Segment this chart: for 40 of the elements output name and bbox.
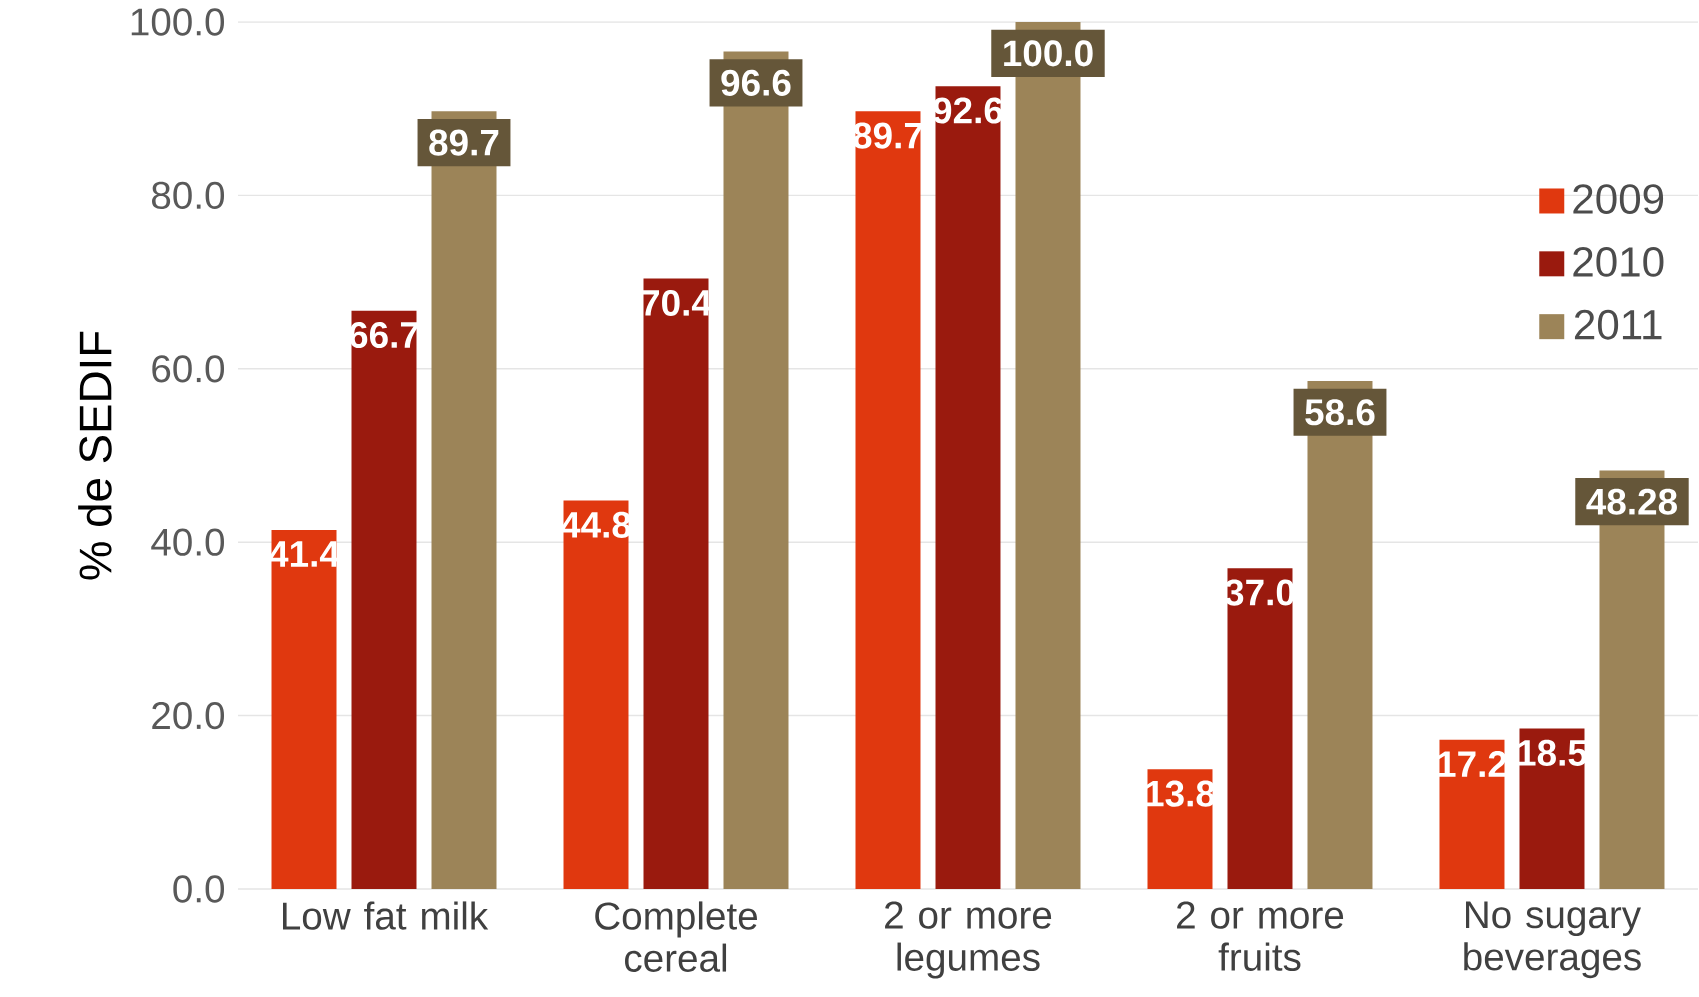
bar xyxy=(563,500,629,889)
y-tick-label: 80.0 xyxy=(152,181,225,210)
data-label: 48.28 xyxy=(1586,488,1677,515)
data-label: 44.8 xyxy=(560,511,631,538)
y-tick-label: 100.0 xyxy=(131,8,225,36)
y-tick-label: 60.0 xyxy=(152,355,225,383)
x-tick-label: Complete cereal xyxy=(595,901,757,972)
data-label: 96.6 xyxy=(721,69,791,96)
data-label: 58.6 xyxy=(1305,399,1375,426)
data-label: 13.8 xyxy=(1146,780,1215,807)
y-tick-label: 0.0 xyxy=(173,875,225,903)
data-label: 41.4 xyxy=(268,541,340,567)
legend-label: 2010 xyxy=(1573,247,1664,277)
bar xyxy=(1439,739,1505,889)
bar xyxy=(855,111,921,889)
x-tick-label: 2 or more fruits xyxy=(1177,901,1344,971)
data-label: 17.2 xyxy=(1438,751,1507,777)
bar xyxy=(1519,728,1585,889)
bar xyxy=(351,310,417,889)
x-tick-label: 2 or more legumes xyxy=(885,901,1052,979)
legend-label: 2011 xyxy=(1574,309,1662,340)
bar xyxy=(1147,769,1213,889)
data-label: 89.7 xyxy=(429,129,499,156)
data-label: 37.0 xyxy=(1224,579,1295,606)
data-label: 66.7 xyxy=(349,321,419,349)
y-tick-label: 20.0 xyxy=(152,701,225,730)
data-label: 92.6 xyxy=(933,97,1003,124)
bar xyxy=(271,530,337,889)
data-label: 70.4 xyxy=(641,289,712,317)
data-label: 89.7 xyxy=(853,122,923,149)
legend-label: 2009 xyxy=(1573,184,1664,214)
bar xyxy=(935,86,1001,889)
y-tick-label: 40.0 xyxy=(151,528,225,556)
data-label: 18.5 xyxy=(1518,739,1587,766)
data-label: 100.0 xyxy=(1004,40,1093,67)
y-axis-title: % de SEDIF xyxy=(78,331,112,580)
bar xyxy=(1227,568,1293,889)
x-tick-label: Low fat milk xyxy=(283,901,489,930)
bar xyxy=(643,278,709,889)
x-tick-label: No sugary beverages xyxy=(1464,901,1642,979)
